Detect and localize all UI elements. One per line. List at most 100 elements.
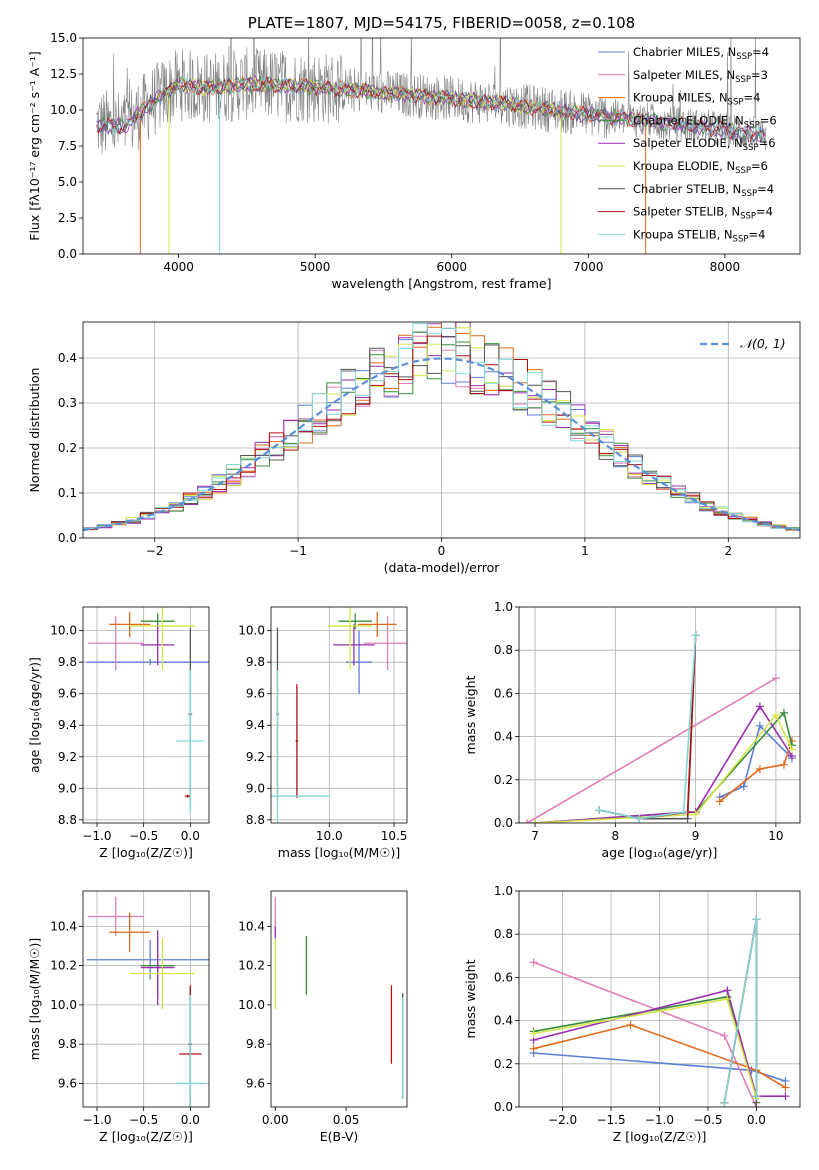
series-chabrier-elodie [535,711,793,823]
y-tick-label: 9.8 [58,1037,77,1051]
x-tick-label: 10.5 [381,829,408,843]
y-tick-label: 10.4 [50,919,77,933]
x-tick-label: −1.0 [82,829,111,843]
marker-kroupa-elodie [691,810,700,819]
y-tick-label: 9.4 [246,718,265,732]
axes-frame [82,606,210,824]
y-tick-label: 9.6 [58,687,77,701]
marker-kroupa-miles [715,797,724,806]
axes-frame [82,321,801,539]
y-tick-label: 9.8 [58,655,77,669]
y-tick-label: 0.2 [494,1057,513,1071]
legend-entry: Salpeter STELIB, NSSP=4 [633,205,773,222]
y-tick-label: 0.3 [58,396,77,410]
y-axis-label: age [log₁₀(age/yr)] [27,657,42,773]
x-axis-label: wavelength [Angstrom, rest frame] [331,276,551,291]
x-axis-label: E(B-V) [320,1129,359,1144]
legend-sub: SSP [735,75,751,85]
y-tick-label: 0.4 [494,1014,513,1028]
y-tick-label: 10.0 [238,624,265,638]
axes-frame [82,37,801,255]
x-tick-label: −2 [146,544,164,558]
x-tick-label: 1 [581,544,589,558]
legend-tail: =4 [756,205,773,219]
legend-sub: SSP [735,166,751,176]
marker-kroupa-stelib [635,814,644,823]
series-chabrier-stelib [599,635,697,820]
axes-frame [270,606,408,824]
legend-name: Salpeter STELIB, N [633,205,740,219]
series-salpeter-stelib [599,635,697,820]
marker-kroupa-elodie [529,1029,538,1038]
legend-sub: SSP [741,189,757,199]
legend-name: Chabrier MILES, N [633,45,736,59]
y-axis-label: mass weight [463,675,478,754]
y-tick-label: 0.6 [494,970,513,984]
x-tick-label: −1.0 [82,1113,111,1127]
marker-kroupa-miles [529,1044,538,1053]
y-tick-label: 10.0 [50,103,77,117]
legend-entry: 𝒩(0, 1) [740,336,786,351]
y-tick-label: 10.0 [238,998,265,1012]
y-axis-label: Flux [fλ10⁻¹⁷ erg cm⁻² s⁻¹ A⁻¹] [27,51,42,240]
gaussian-curve [83,357,800,532]
y-tick-label: 8.8 [58,813,77,827]
y-tick-label: 0.4 [494,730,513,744]
y-tick-label: 1.0 [494,600,513,614]
y-tick-label: 0.0 [58,247,77,261]
x-tick-label: 0.00 [262,1113,289,1127]
x-axis-label: (data-model)/error [384,560,501,575]
plot-area [96,38,767,254]
marker-salpeter-miles [771,674,780,683]
panel-spectrum: 4000 5000 6000 7000 8000 0.0 2.5 5.0 7.5 10.0 12.5… [27,14,801,291]
y-axis-label: Normed distribution [27,368,42,493]
y-tick-label: 0.0 [58,531,77,545]
marker-chabrier-miles [755,721,764,730]
legend-entry: Chabrier STELIB, NSSP=4 [633,182,774,199]
legend-name: Kroupa ELODIE, N [633,159,735,173]
marker-kroupa-miles [781,1083,790,1092]
y-tick-label: 9.2 [246,750,265,764]
series-kroupa-stelib [723,918,758,1103]
plot-area [519,891,800,1107]
legend-entry: Salpeter MILES, NSSP=3 [633,68,768,85]
x-tick-label: 5000 [300,260,331,274]
panel-age-vs-Z: −1.0 −0.5 0.0 8.8 9.0 9.2 9.4 9.6 9.8 10.0 Z [log₁… [27,606,210,860]
plot-area [519,607,800,823]
legend-name: Salpeter MILES, N [633,68,735,82]
y-tick-label: 8.8 [246,813,265,827]
marker-kroupa-stelib [691,631,700,640]
x-tick-label: 9 [692,829,700,843]
x-tick-label: 0.0 [181,829,200,843]
marker-kroupa-miles [755,765,764,773]
x-tick-label: 10 [768,829,783,843]
series-salpeter-miles [526,677,777,823]
x-tick-label: 7 [531,829,539,843]
axes-frame [82,890,210,1108]
x-tick-label: −1 [289,544,307,558]
series-kroupa-miles [533,1024,786,1089]
y-tick-label: 10.0 [50,624,77,638]
y-tick-label: 9.6 [58,1076,77,1090]
x-tick-label: 2 [724,544,732,558]
y-tick-label: 9.8 [246,1037,265,1051]
y-tick-label: 1.0 [494,884,513,898]
marker-kroupa-stelib [679,808,688,817]
legend-tail: =4 [752,45,769,59]
marker-kroupa-elodie [771,711,780,719]
x-tick-label: 6000 [436,260,467,274]
y-tick-label: 2.5 [58,211,77,225]
legend-entry: Kroupa STELIB, NSSP=4 [633,227,765,244]
legend-sub: SSP [744,120,760,130]
x-axis-label: Z [log₁₀(Z/Z☉)] [613,1129,707,1144]
series-salpeter-elodie [533,989,786,1097]
series-kroupa-elodie [535,713,793,823]
plot-area [274,896,404,1100]
legend-sub: SSP [733,234,749,244]
y-tick-label: 0.4 [58,351,77,365]
x-tick-label: −2.0 [548,1113,577,1127]
legend-entry: Kroupa MILES, NSSP=4 [633,91,760,108]
legend-sub: SSP [736,52,752,62]
legend-name: Kroupa MILES, N [633,91,728,105]
x-tick-label: 0.05 [333,1113,360,1127]
